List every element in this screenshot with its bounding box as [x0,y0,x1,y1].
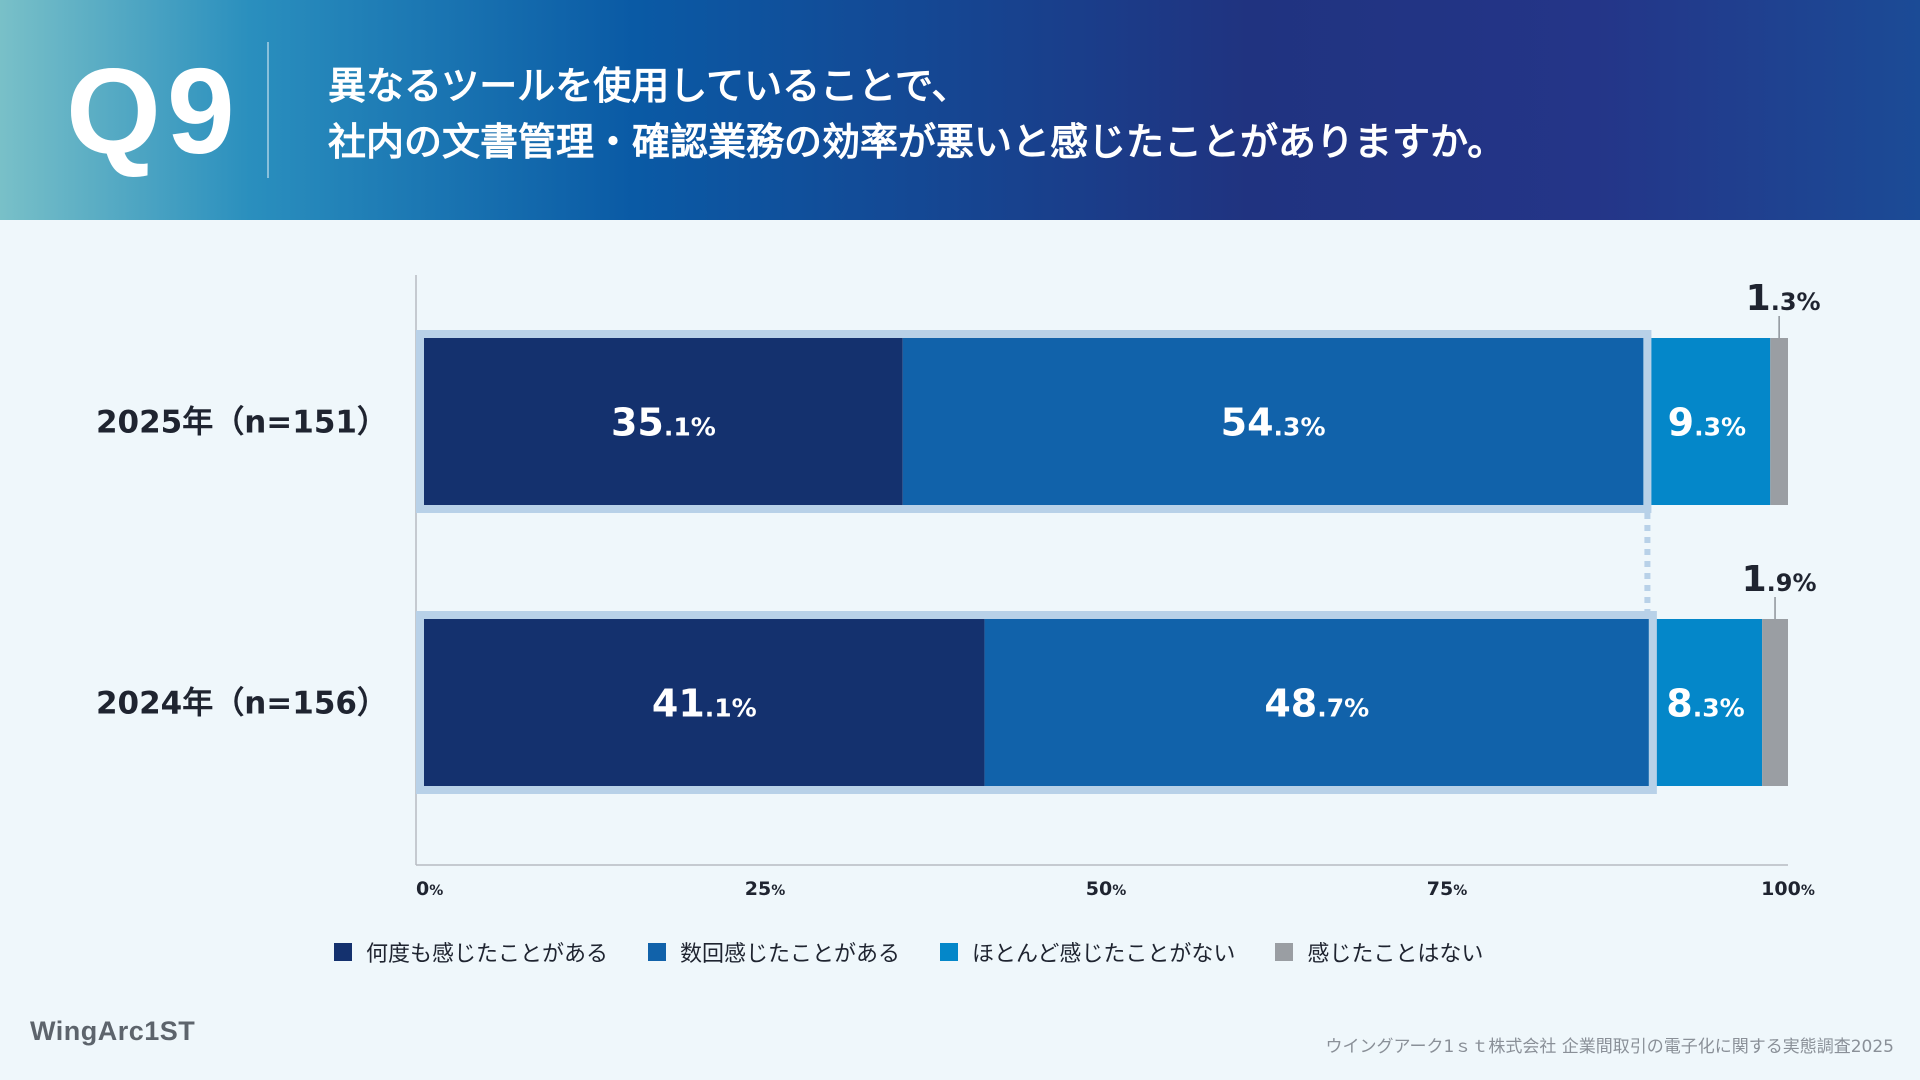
question-line-2: 社内の文書管理・確認業務の効率が悪いと感じたことがありますか。 [328,120,1506,164]
bar-segment [424,338,903,505]
bar-segment [984,619,1649,786]
source-note: ウイングアーク1ｓｔ株式会社 企業間取引の電子化に関する実態調査2025 [1325,1037,1894,1057]
legend-swatch [648,943,667,961]
data-label: 54.3% [1221,401,1326,445]
legend-label: 感じたことはない [1307,942,1484,967]
x-tick-label: 100% [1761,878,1815,900]
data-label: 8.3% [1666,682,1744,726]
bar-segment [424,619,985,786]
x-tick-label: 0% [416,878,443,900]
question-text: 異なるツールを使用していることで、 社内の文書管理・確認業務の効率が悪いと感じた… [328,58,1888,170]
legend-label: 数回感じたことがある [680,942,901,967]
category-label: 2024年（n=156） [96,686,388,722]
bar-segment [1648,619,1763,786]
brand-logo: WingArc1ST [30,1016,196,1046]
legend-label: 何度も感じたことがある [366,942,609,967]
x-tick-label: 50% [1086,878,1126,900]
data-label: 35.1% [611,401,716,445]
bar-segment [902,338,1644,505]
bar-segment [1643,338,1771,505]
legend-swatch [940,943,959,961]
legend-swatch [334,943,352,961]
header-divider [267,42,269,178]
question-number: Q9 [66,43,241,179]
legend-label: ほとんど感じたことがない [972,942,1236,967]
chart-legend: 何度も感じたことがある 数回感じたことがある ほとんど感じたことがない 感じたことはな… [334,936,1483,968]
bar-segment [1770,338,1788,505]
x-tick-label: 75% [1427,878,1467,900]
legend-item: 感じたことはない [1275,936,1483,968]
legend-swatch [1275,943,1294,961]
data-label: 1.9% [1742,559,1817,600]
x-tick-label: 25% [745,878,785,900]
data-label: 1.3% [1746,278,1821,319]
bar-segment [1762,619,1788,786]
legend-item: ほとんど感じたことがない [940,936,1235,968]
question-line-1: 異なるツールを使用していることで、 [328,64,970,108]
highlight-frame [416,330,1652,513]
legend-item: 数回感じたことがある [648,936,900,968]
highlight-frame [416,611,1657,794]
header-banner: Q9 異なるツールを使用していることで、 社内の文書管理・確認業務の効率が悪いと… [0,0,1920,220]
data-label: 41.1% [652,682,757,726]
data-label: 9.3% [1668,401,1746,445]
legend-item: 何度も感じたことがある [334,936,608,968]
category-label: 2025年（n=151） [96,405,388,441]
data-label: 48.7% [1264,682,1369,726]
